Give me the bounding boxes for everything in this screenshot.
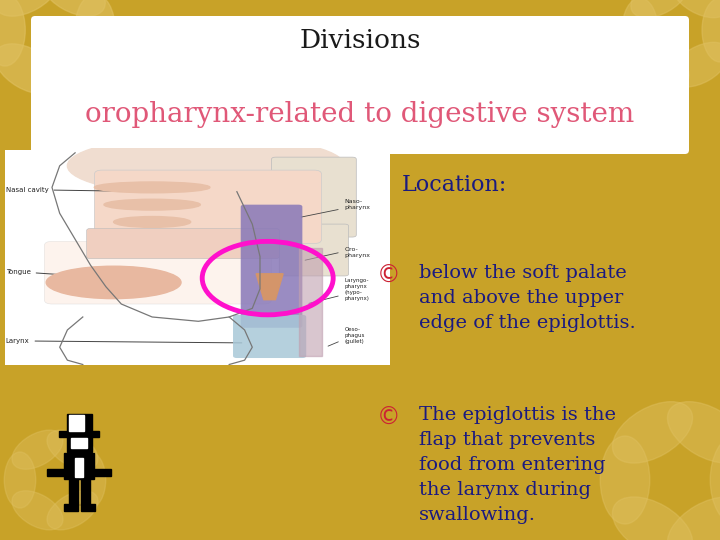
Text: Naso-
pharynx: Naso- pharynx [345,199,371,210]
Ellipse shape [46,266,181,299]
Bar [64,504,78,511]
Text: Laryngo-
pharynx
(hypo-
pharynx): Laryngo- pharynx (hypo- pharynx) [345,278,369,301]
Bar [81,504,95,511]
Ellipse shape [12,430,63,469]
Ellipse shape [94,182,210,193]
Ellipse shape [671,0,720,18]
Ellipse shape [631,0,689,18]
Bar [71,438,87,448]
FancyBboxPatch shape [233,315,306,358]
Ellipse shape [631,42,689,87]
Bar [75,458,84,477]
Text: Location:: Location: [402,174,508,196]
Ellipse shape [667,497,720,540]
Text: Nasal cavity: Nasal cavity [6,187,157,193]
Bar [67,435,92,452]
Text: ©: © [377,264,400,288]
Ellipse shape [47,430,98,469]
FancyBboxPatch shape [279,224,348,276]
Ellipse shape [75,0,115,66]
Text: Larynx: Larynx [6,338,242,344]
Bar [5,150,390,365]
Ellipse shape [0,0,60,16]
Ellipse shape [702,0,720,62]
Ellipse shape [74,452,106,508]
Text: Divisions: Divisions [300,28,420,52]
Text: The epiglottis is the
flap that prevents
food from entering
the larynx during
sw: The epiglottis is the flap that prevents… [419,406,616,524]
Bar [94,469,112,476]
Bar [59,430,99,436]
Ellipse shape [104,199,200,210]
Ellipse shape [622,0,658,62]
Ellipse shape [600,436,649,524]
FancyBboxPatch shape [45,241,271,304]
Bar [69,415,84,430]
Ellipse shape [0,0,25,66]
FancyBboxPatch shape [86,228,279,259]
Ellipse shape [47,491,98,530]
Ellipse shape [613,497,693,540]
Polygon shape [256,274,283,300]
Ellipse shape [667,402,720,463]
Ellipse shape [12,491,63,530]
FancyBboxPatch shape [240,205,302,328]
Text: Oeso-
phagus
(gullet): Oeso- phagus (gullet) [345,327,365,344]
FancyBboxPatch shape [31,16,689,154]
Bar [81,480,90,505]
Text: oropharynx-related to digestive system: oropharynx-related to digestive system [86,102,634,129]
Ellipse shape [710,436,720,524]
Ellipse shape [40,0,105,16]
Ellipse shape [4,452,36,508]
Ellipse shape [613,402,693,463]
Ellipse shape [671,42,720,87]
Bar [299,248,322,356]
Ellipse shape [114,217,191,227]
Bar [47,469,64,476]
Ellipse shape [40,44,105,94]
Bar [69,480,78,505]
Text: below the soft palate
and above the upper
edge of the epiglottis.: below the soft palate and above the uppe… [419,264,636,332]
Bar [64,453,94,480]
Ellipse shape [68,136,345,196]
Ellipse shape [0,44,60,94]
Text: ©: © [377,406,400,430]
Bar [67,414,92,432]
FancyBboxPatch shape [94,170,322,244]
Text: Oro-
pharynx: Oro- pharynx [345,247,371,258]
FancyBboxPatch shape [271,157,356,237]
Text: Tongue: Tongue [6,269,111,278]
